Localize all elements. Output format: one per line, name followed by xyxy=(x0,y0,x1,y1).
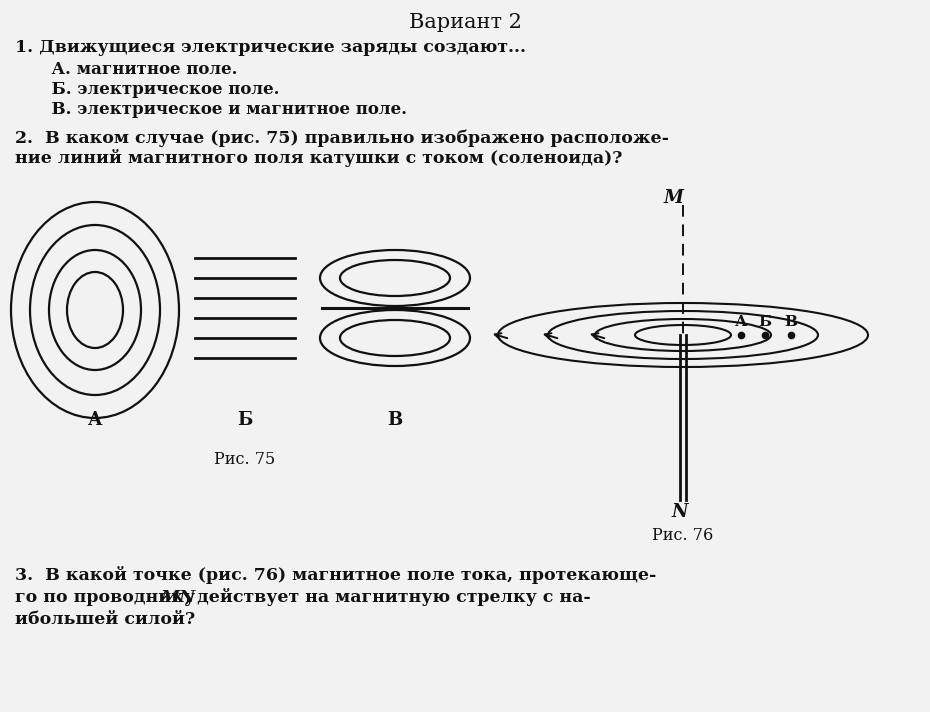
Text: N: N xyxy=(671,503,688,521)
Text: 3.  В какой точке (рис. 76) магнитное поле тока, протекающе-: 3. В какой точке (рис. 76) магнитное пол… xyxy=(15,566,657,584)
Text: 2.  В каком случае (рис. 75) правильно изображено расположе-: 2. В каком случае (рис. 75) правильно из… xyxy=(15,130,669,147)
Text: M: M xyxy=(663,189,683,207)
Text: ибольшей силой?: ибольшей силой? xyxy=(15,610,195,627)
Text: ние линий магнитного поля катушки с током (соленоида)?: ние линий магнитного поля катушки с токо… xyxy=(15,149,622,167)
Text: В. электрическое и магнитное поле.: В. электрическое и магнитное поле. xyxy=(40,102,407,118)
Text: , действует на магнитную стрелку с на-: , действует на магнитную стрелку с на- xyxy=(185,588,591,606)
Text: Рис. 76: Рис. 76 xyxy=(652,526,713,543)
Text: Рис. 75: Рис. 75 xyxy=(215,451,275,468)
Text: Б: Б xyxy=(237,411,253,429)
Text: Б. электрическое поле.: Б. электрическое поле. xyxy=(40,81,280,98)
Text: А. магнитное поле.: А. магнитное поле. xyxy=(40,61,237,78)
Text: В: В xyxy=(388,411,403,429)
Text: Б: Б xyxy=(759,315,772,329)
Text: 1. Движущиеся электрические заряды создают...: 1. Движущиеся электрические заряды созда… xyxy=(15,39,526,56)
Text: А: А xyxy=(87,411,102,429)
Text: Вариант 2: Вариант 2 xyxy=(408,13,522,31)
Text: го по проводнику: го по проводнику xyxy=(15,589,201,605)
Text: MN: MN xyxy=(160,589,195,605)
Text: А: А xyxy=(735,315,747,329)
Text: В: В xyxy=(785,315,798,329)
